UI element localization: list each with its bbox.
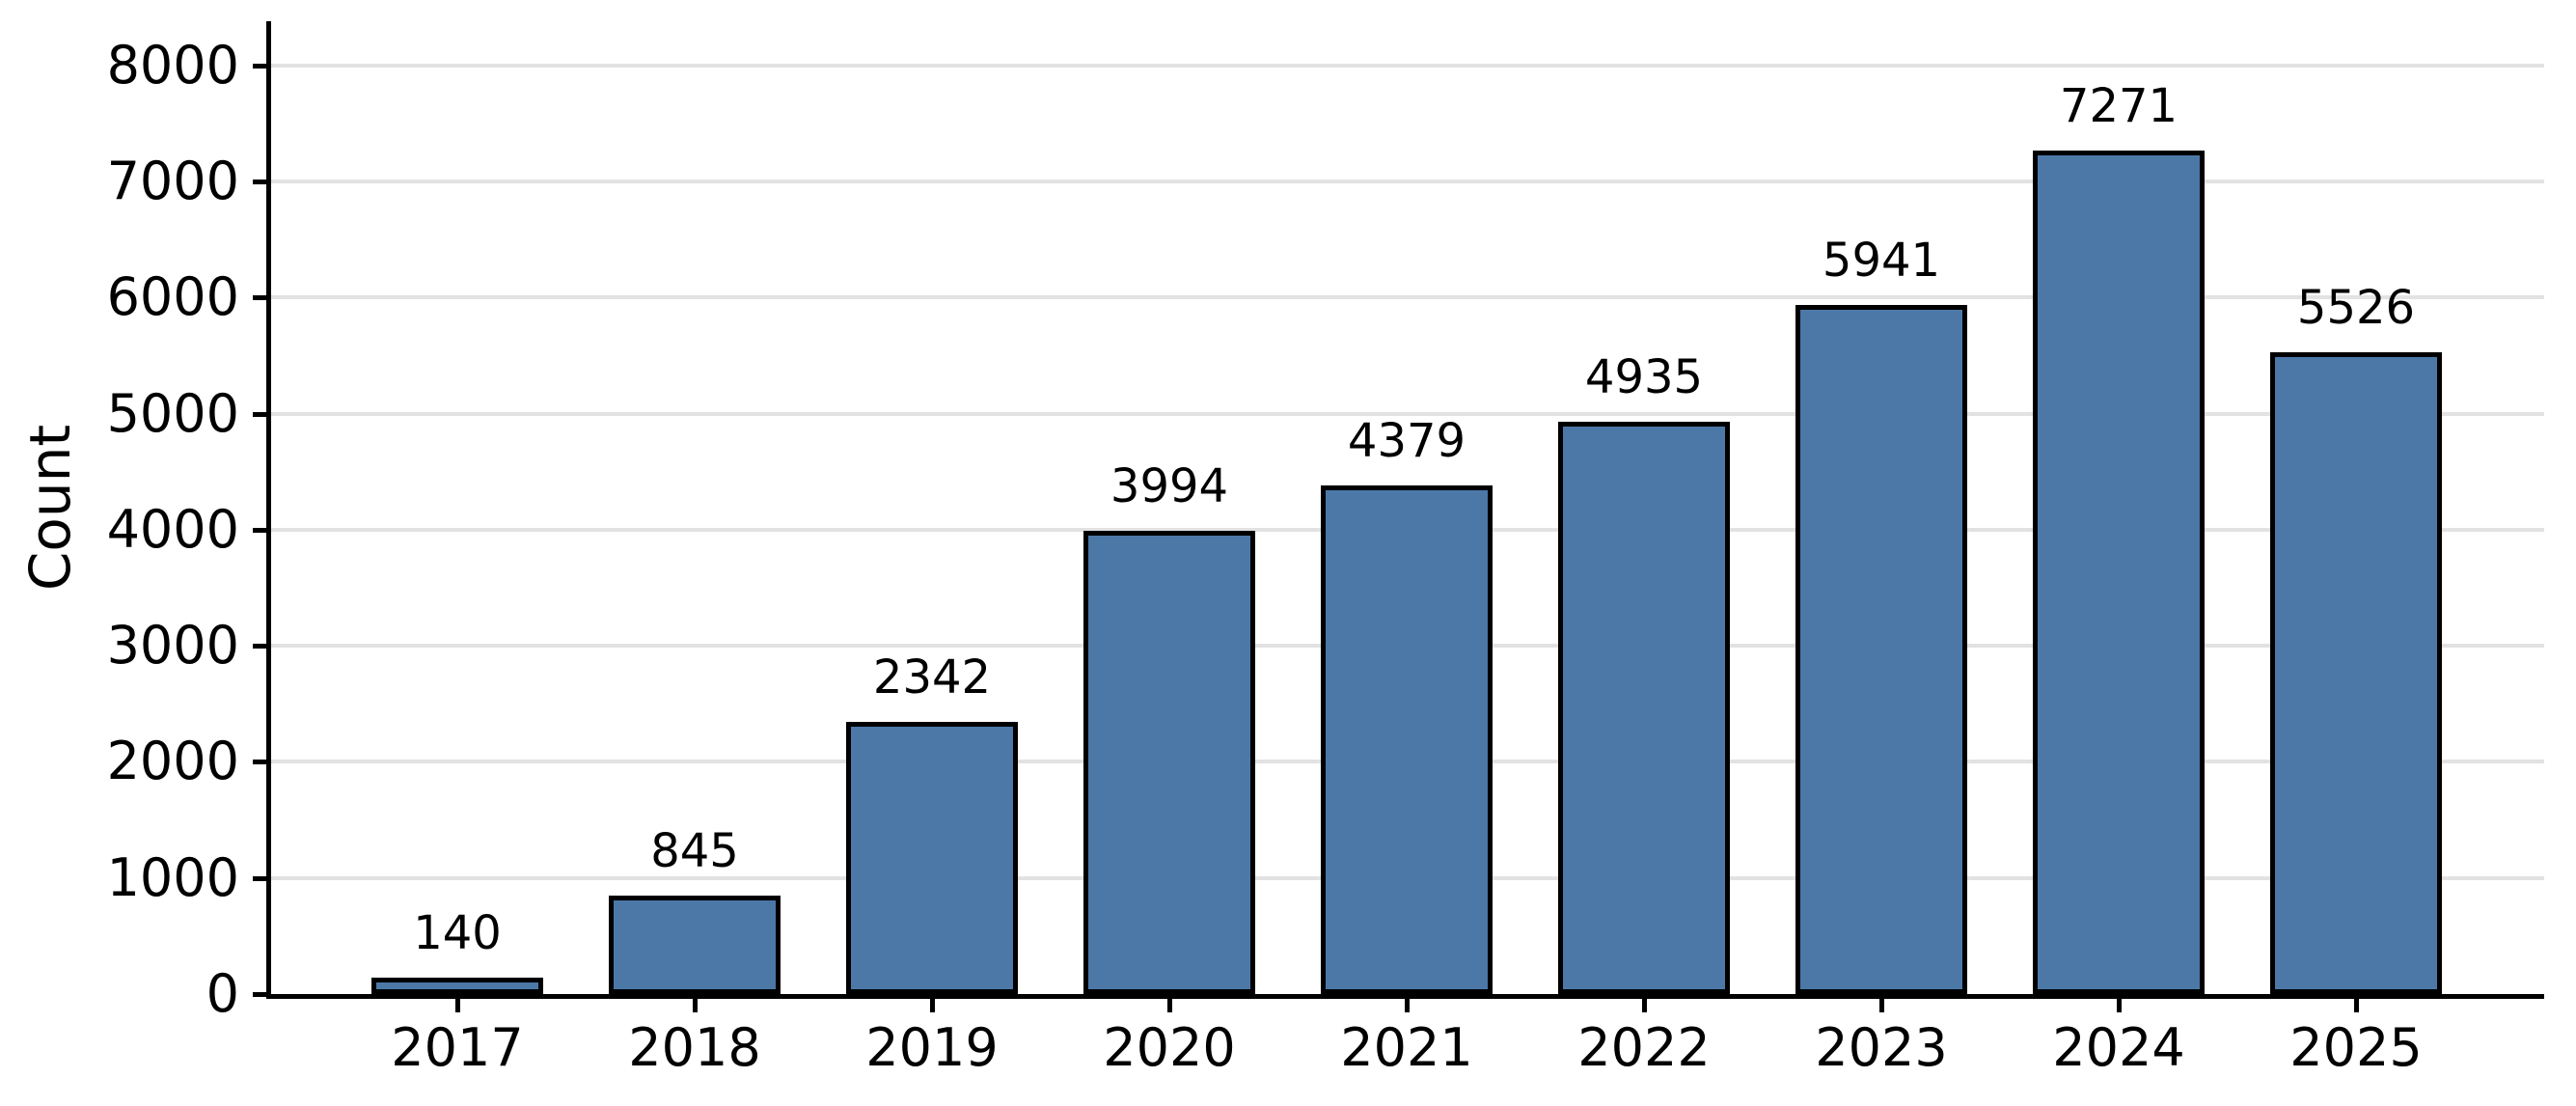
y-tick-label-7000: 7000 [106, 151, 239, 212]
x-tick-2022 [1642, 999, 1647, 1012]
gridline-6000 [271, 295, 2544, 300]
y-tick-label-1000: 1000 [106, 846, 239, 908]
y-tick-0 [253, 992, 266, 997]
x-tick-2025 [2354, 999, 2359, 1012]
bar-2024 [2033, 151, 2205, 994]
y-tick-label-8000: 8000 [106, 34, 239, 96]
x-tick-2018 [693, 999, 698, 1012]
y-tick-2000 [253, 760, 266, 765]
gridline-7000 [271, 180, 2544, 184]
x-tick-label-2019: 2019 [865, 1017, 999, 1078]
bar-value-label-2018: 845 [650, 824, 739, 878]
x-tick-2020 [1167, 999, 1172, 1012]
y-tick-7000 [253, 180, 266, 185]
x-axis-spine [266, 994, 2544, 999]
gridline-5000 [271, 411, 2544, 416]
x-tick-label-2021: 2021 [1340, 1017, 1473, 1078]
bar-2019 [846, 722, 1018, 994]
bar-value-label-2017: 140 [413, 906, 502, 960]
gridline-8000 [271, 63, 2544, 68]
bar-value-label-2021: 4379 [1347, 414, 1466, 468]
x-tick-2024 [2117, 999, 2122, 1012]
x-tick-2019 [930, 999, 935, 1012]
x-tick-label-2017: 2017 [391, 1017, 524, 1078]
x-tick-2023 [1879, 999, 1884, 1012]
y-tick-label-5000: 5000 [106, 382, 239, 444]
x-tick-label-2023: 2023 [1815, 1017, 1948, 1078]
y-tick-label-2000: 2000 [106, 731, 239, 792]
x-tick-label-2025: 2025 [2289, 1017, 2423, 1078]
bar-2025 [2270, 352, 2442, 994]
y-tick-label-4000: 4000 [106, 498, 239, 560]
y-tick-4000 [253, 527, 266, 533]
bar-2017 [371, 978, 543, 994]
y-tick-6000 [253, 295, 266, 301]
bar-2018 [609, 896, 781, 994]
y-tick-3000 [253, 644, 266, 650]
x-tick-2021 [1405, 999, 1410, 1012]
bar-2022 [1558, 422, 1730, 994]
bar-value-label-2019: 2342 [872, 650, 992, 705]
bar-2021 [1321, 485, 1493, 994]
y-tick-label-6000: 6000 [106, 266, 239, 328]
y-tick-8000 [253, 63, 266, 69]
bar-value-label-2023: 5941 [1822, 234, 1941, 288]
x-tick-label-2022: 2022 [1577, 1017, 1711, 1078]
bar-2023 [1795, 305, 1967, 994]
bar-2020 [1083, 531, 1255, 994]
bar-value-label-2025: 5526 [2296, 281, 2416, 335]
y-axis-spine [266, 21, 271, 999]
x-tick-label-2020: 2020 [1103, 1017, 1236, 1078]
y-tick-label-0: 0 [206, 963, 239, 1024]
y-tick-5000 [253, 411, 266, 417]
x-tick-2017 [455, 999, 460, 1012]
x-tick-label-2018: 2018 [628, 1017, 761, 1078]
y-tick-label-3000: 3000 [106, 615, 239, 677]
x-tick-label-2024: 2024 [2052, 1017, 2185, 1078]
bar-value-label-2024: 7271 [2059, 79, 2179, 133]
bar-value-label-2022: 4935 [1584, 350, 1704, 404]
y-tick-1000 [253, 875, 266, 881]
bar-value-label-2020: 3994 [1110, 459, 1229, 513]
